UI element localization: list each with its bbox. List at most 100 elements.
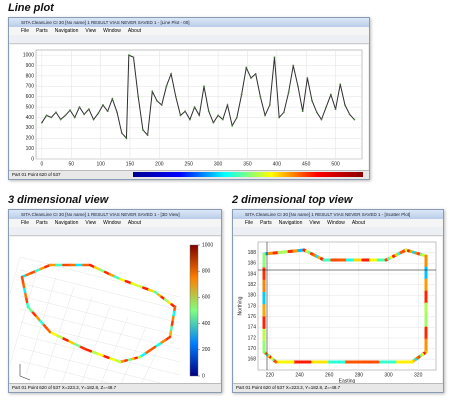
- colorbar: [189, 244, 199, 377]
- menu-item[interactable]: File: [21, 28, 30, 34]
- data-point: [282, 111, 285, 114]
- view: 168 170 172 174 176 178 180 182 184 186 188 220 240 2…: [234, 237, 442, 384]
- app-window: SITA CleanLine CI 30 [No name] 1 RESULT …: [232, 209, 444, 393]
- y-tick-label: 182: [248, 282, 257, 288]
- data-point: [174, 95, 177, 98]
- floor-grid: [19, 282, 181, 324]
- x-tick-label: 200: [155, 161, 164, 167]
- data-point: [353, 118, 356, 121]
- colorbar-label: 800: [202, 269, 211, 275]
- data-point: [217, 114, 219, 117]
- data-point: [292, 64, 295, 67]
- y-tick-label: 184: [248, 271, 257, 277]
- x-tick-label: 320: [414, 372, 423, 378]
- floor-grid: [19, 308, 181, 350]
- menu-item[interactable]: View: [85, 220, 97, 226]
- floor-grid: [10, 266, 39, 365]
- data-point: [78, 106, 81, 108]
- data-point: [268, 104, 271, 106]
- data-point: [311, 99, 313, 102]
- floor-grid: [80, 306, 111, 384]
- toolbar: [9, 227, 221, 236]
- data-point: [207, 110, 210, 113]
- menu-item[interactable]: Parts: [36, 28, 48, 34]
- floor-grid: [10, 256, 21, 295]
- data-point: [198, 114, 201, 117]
- status-text: Part 01 Point 620 of 537: [12, 172, 61, 177]
- menu-item[interactable]: View: [309, 220, 321, 226]
- menu-item[interactable]: File: [245, 220, 254, 226]
- data-point: [132, 56, 135, 59]
- y-tick-label: 174: [248, 325, 257, 331]
- status-text: Part 01 Point 620 of 537 X=223.3, Y=182.…: [236, 385, 341, 390]
- y-tick-label: 600: [26, 94, 35, 100]
- floor-grid: [19, 269, 181, 311]
- x-tick-label: 350: [243, 161, 252, 167]
- y-tick-label: 178: [248, 303, 257, 309]
- data-point: [69, 109, 71, 112]
- data-point: [106, 110, 109, 113]
- data-point: [273, 56, 276, 59]
- data-point: [259, 95, 262, 98]
- data-point: [212, 121, 215, 124]
- data-point: [240, 93, 243, 96]
- menu-item[interactable]: Parts: [36, 220, 48, 226]
- floor-grid: [100, 316, 129, 384]
- view: 0 200 400 600 800 1000: [10, 237, 220, 384]
- data-point: [320, 118, 323, 121]
- menu-item[interactable]: About: [127, 28, 141, 34]
- status-colorbar: [133, 172, 363, 177]
- data-point: [184, 110, 187, 113]
- menu-item[interactable]: Parts: [260, 220, 272, 226]
- menu-item[interactable]: File: [21, 220, 30, 226]
- data-point: [306, 77, 309, 79]
- x-tick-label: 500: [331, 161, 340, 167]
- floor-grid: [43, 286, 75, 380]
- floor-grid: [19, 321, 181, 363]
- data-point: [73, 116, 76, 119]
- data-point: [297, 85, 299, 88]
- data-point: [245, 66, 248, 69]
- y-tick-label: 200: [26, 136, 35, 142]
- panel-heading: 3 dimensional view: [8, 194, 109, 206]
- data-line: [41, 54, 355, 140]
- menu-item[interactable]: Window: [327, 220, 345, 226]
- floor-grid: [19, 360, 114, 384]
- menu-item[interactable]: Navigation: [278, 220, 303, 226]
- data-point: [165, 85, 168, 88]
- floor-grid: [61, 296, 93, 384]
- menu-item[interactable]: Window: [103, 28, 121, 34]
- data-point: [83, 113, 86, 116]
- menu-item[interactable]: View: [85, 28, 97, 34]
- status-text: Part 01 Point 620 of 537 X=223.3, Y=182.…: [12, 385, 117, 390]
- y-tick-label: 100: [26, 146, 35, 152]
- menu-item[interactable]: Window: [103, 220, 121, 226]
- menu-item[interactable]: Navigation: [54, 28, 79, 34]
- data-point: [221, 118, 224, 121]
- data-point: [254, 72, 257, 75]
- y-tick-label: 500: [26, 104, 35, 110]
- data-point: [235, 116, 238, 119]
- colorbar-label: 600: [202, 295, 211, 301]
- app-window: SITA CleanLine CI 30 [No name] 1 RESULT …: [8, 17, 370, 180]
- floor-grid: [19, 295, 181, 337]
- x-tick-label: 280: [355, 372, 364, 378]
- app-window: SITA CleanLine CI 30 [No name] 1 RESULT …: [8, 209, 222, 393]
- menu-item[interactable]: About: [351, 220, 365, 226]
- menu-item[interactable]: About: [127, 220, 141, 226]
- axis-x: [19, 375, 31, 381]
- data-point: [203, 85, 205, 88]
- x-tick-label: 50: [68, 161, 74, 167]
- menu-item[interactable]: Navigation: [54, 220, 79, 226]
- x-tick-label: 0: [40, 161, 43, 167]
- y-tick-label: 172: [248, 335, 257, 341]
- view: 0 100 200 300 400 500 600 700 800 900 1000 0 50 100 15…: [10, 45, 368, 171]
- toolbar: [9, 35, 369, 44]
- colorbar-label: 400: [202, 321, 211, 327]
- menu-bar: File Parts Navigation View Window About: [9, 27, 369, 35]
- floor-grid: [140, 336, 165, 384]
- data-point: [287, 91, 290, 94]
- x-axis-label: Easting: [339, 378, 356, 384]
- data-point: [146, 134, 149, 137]
- x-tick-label: 260: [325, 372, 334, 378]
